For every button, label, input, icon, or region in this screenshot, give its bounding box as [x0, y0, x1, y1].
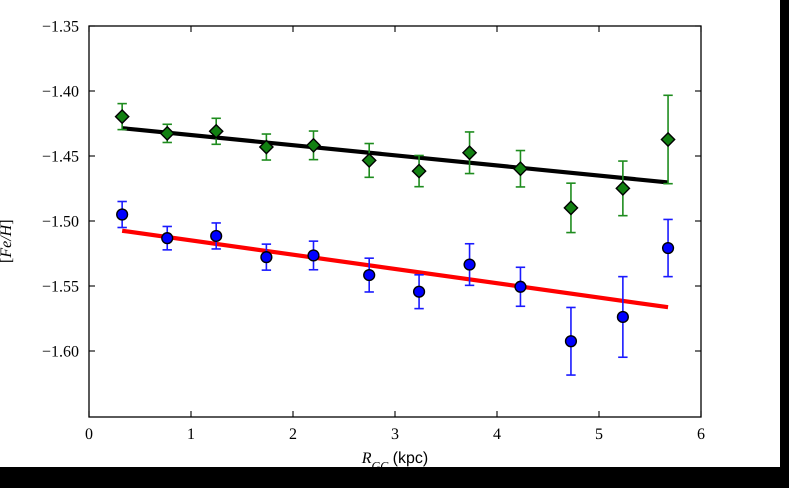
svg-text:−1.60: −1.60 — [42, 344, 79, 361]
svg-text:0: 0 — [85, 426, 93, 443]
svg-text:2: 2 — [289, 426, 297, 443]
svg-text:−1.40: −1.40 — [42, 84, 79, 101]
svg-text:−1.35: −1.35 — [42, 19, 79, 36]
svg-text:3: 3 — [391, 426, 399, 443]
svg-text:1: 1 — [187, 426, 195, 443]
svg-text:6: 6 — [697, 426, 705, 443]
svg-text:−1.45: −1.45 — [42, 149, 79, 166]
svg-text:5: 5 — [595, 426, 603, 443]
svg-text:4: 4 — [493, 426, 501, 443]
svg-text:−1.50: −1.50 — [42, 214, 79, 231]
svg-text:−1.55: −1.55 — [42, 279, 79, 296]
